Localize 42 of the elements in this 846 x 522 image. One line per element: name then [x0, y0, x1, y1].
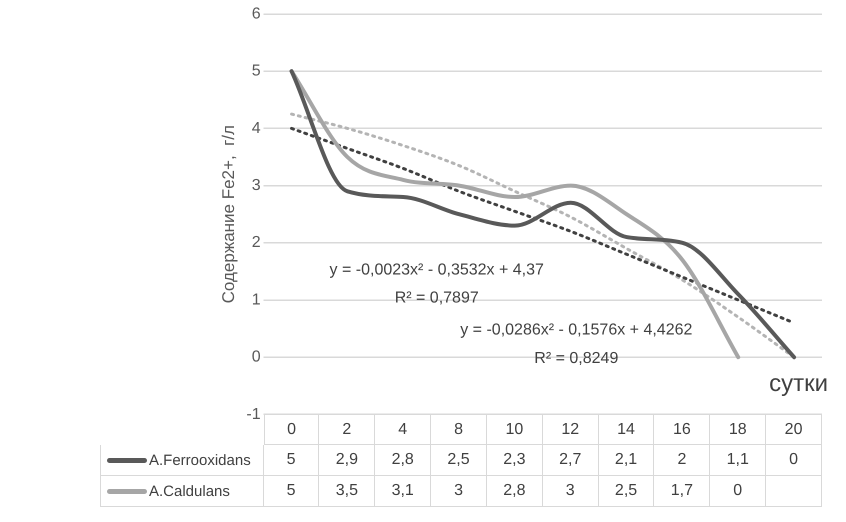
y-tick-label: -1: [246, 406, 261, 423]
y-tick-label: 6: [252, 5, 261, 22]
y-tick-label: 4: [252, 120, 261, 137]
x-tick-label: 10: [486, 414, 543, 446]
data-label: 1,1: [710, 445, 766, 476]
y-tick-label: 1: [252, 291, 261, 308]
data-label: 3: [542, 476, 599, 508]
data-label: 2,5: [431, 445, 487, 476]
x-axis-title: сутки: [769, 370, 828, 398]
data-label: 3: [431, 476, 487, 508]
x-tick-label: 14: [598, 414, 654, 446]
x-tick-label: 8: [431, 414, 487, 446]
x-tick-label: 20: [766, 414, 822, 446]
data-label: 2,8: [486, 476, 543, 508]
data-label: 2,8: [375, 445, 432, 476]
annotation: y = -0,0286x² - 0,1576x + 4,4262: [460, 322, 692, 339]
y-tick-label: 0: [252, 348, 261, 366]
x-tick-label: 2: [319, 414, 376, 446]
data-label: 2,3: [486, 445, 543, 476]
data-label: 2,5: [598, 476, 654, 508]
data-label: 2,7: [542, 445, 599, 476]
data-label: 2: [654, 445, 710, 476]
x-tick-label: 16: [654, 414, 710, 446]
y-tick-label: 2: [252, 234, 261, 252]
annotation: y = -0,0023x² - 0,3532x + 4,37: [330, 262, 544, 279]
data-label: 1,7: [654, 476, 710, 508]
x-tick-label: 4: [375, 414, 432, 446]
data-label: 3,5: [319, 476, 376, 508]
y-tick-label: 3: [252, 177, 261, 194]
data-label: 0: [710, 476, 766, 508]
annotation: R² = 0,8249: [534, 350, 618, 367]
legend-label: A.Ferrooxidans: [149, 452, 251, 469]
data-label: 3,1: [375, 476, 432, 508]
data-label: 2,1: [598, 445, 654, 476]
x-tick-label: 12: [542, 414, 599, 446]
y-axis-title: Содержание Fe2+, г/л: [218, 125, 238, 304]
x-tick-label: 18: [710, 414, 766, 446]
data-label: 0: [766, 445, 822, 476]
y-tick-label: 5: [252, 62, 261, 80]
annotation: R² = 0,7897: [394, 290, 479, 307]
legend-label: A.Caldulans: [149, 482, 230, 500]
data-label: 2,9: [319, 445, 376, 476]
